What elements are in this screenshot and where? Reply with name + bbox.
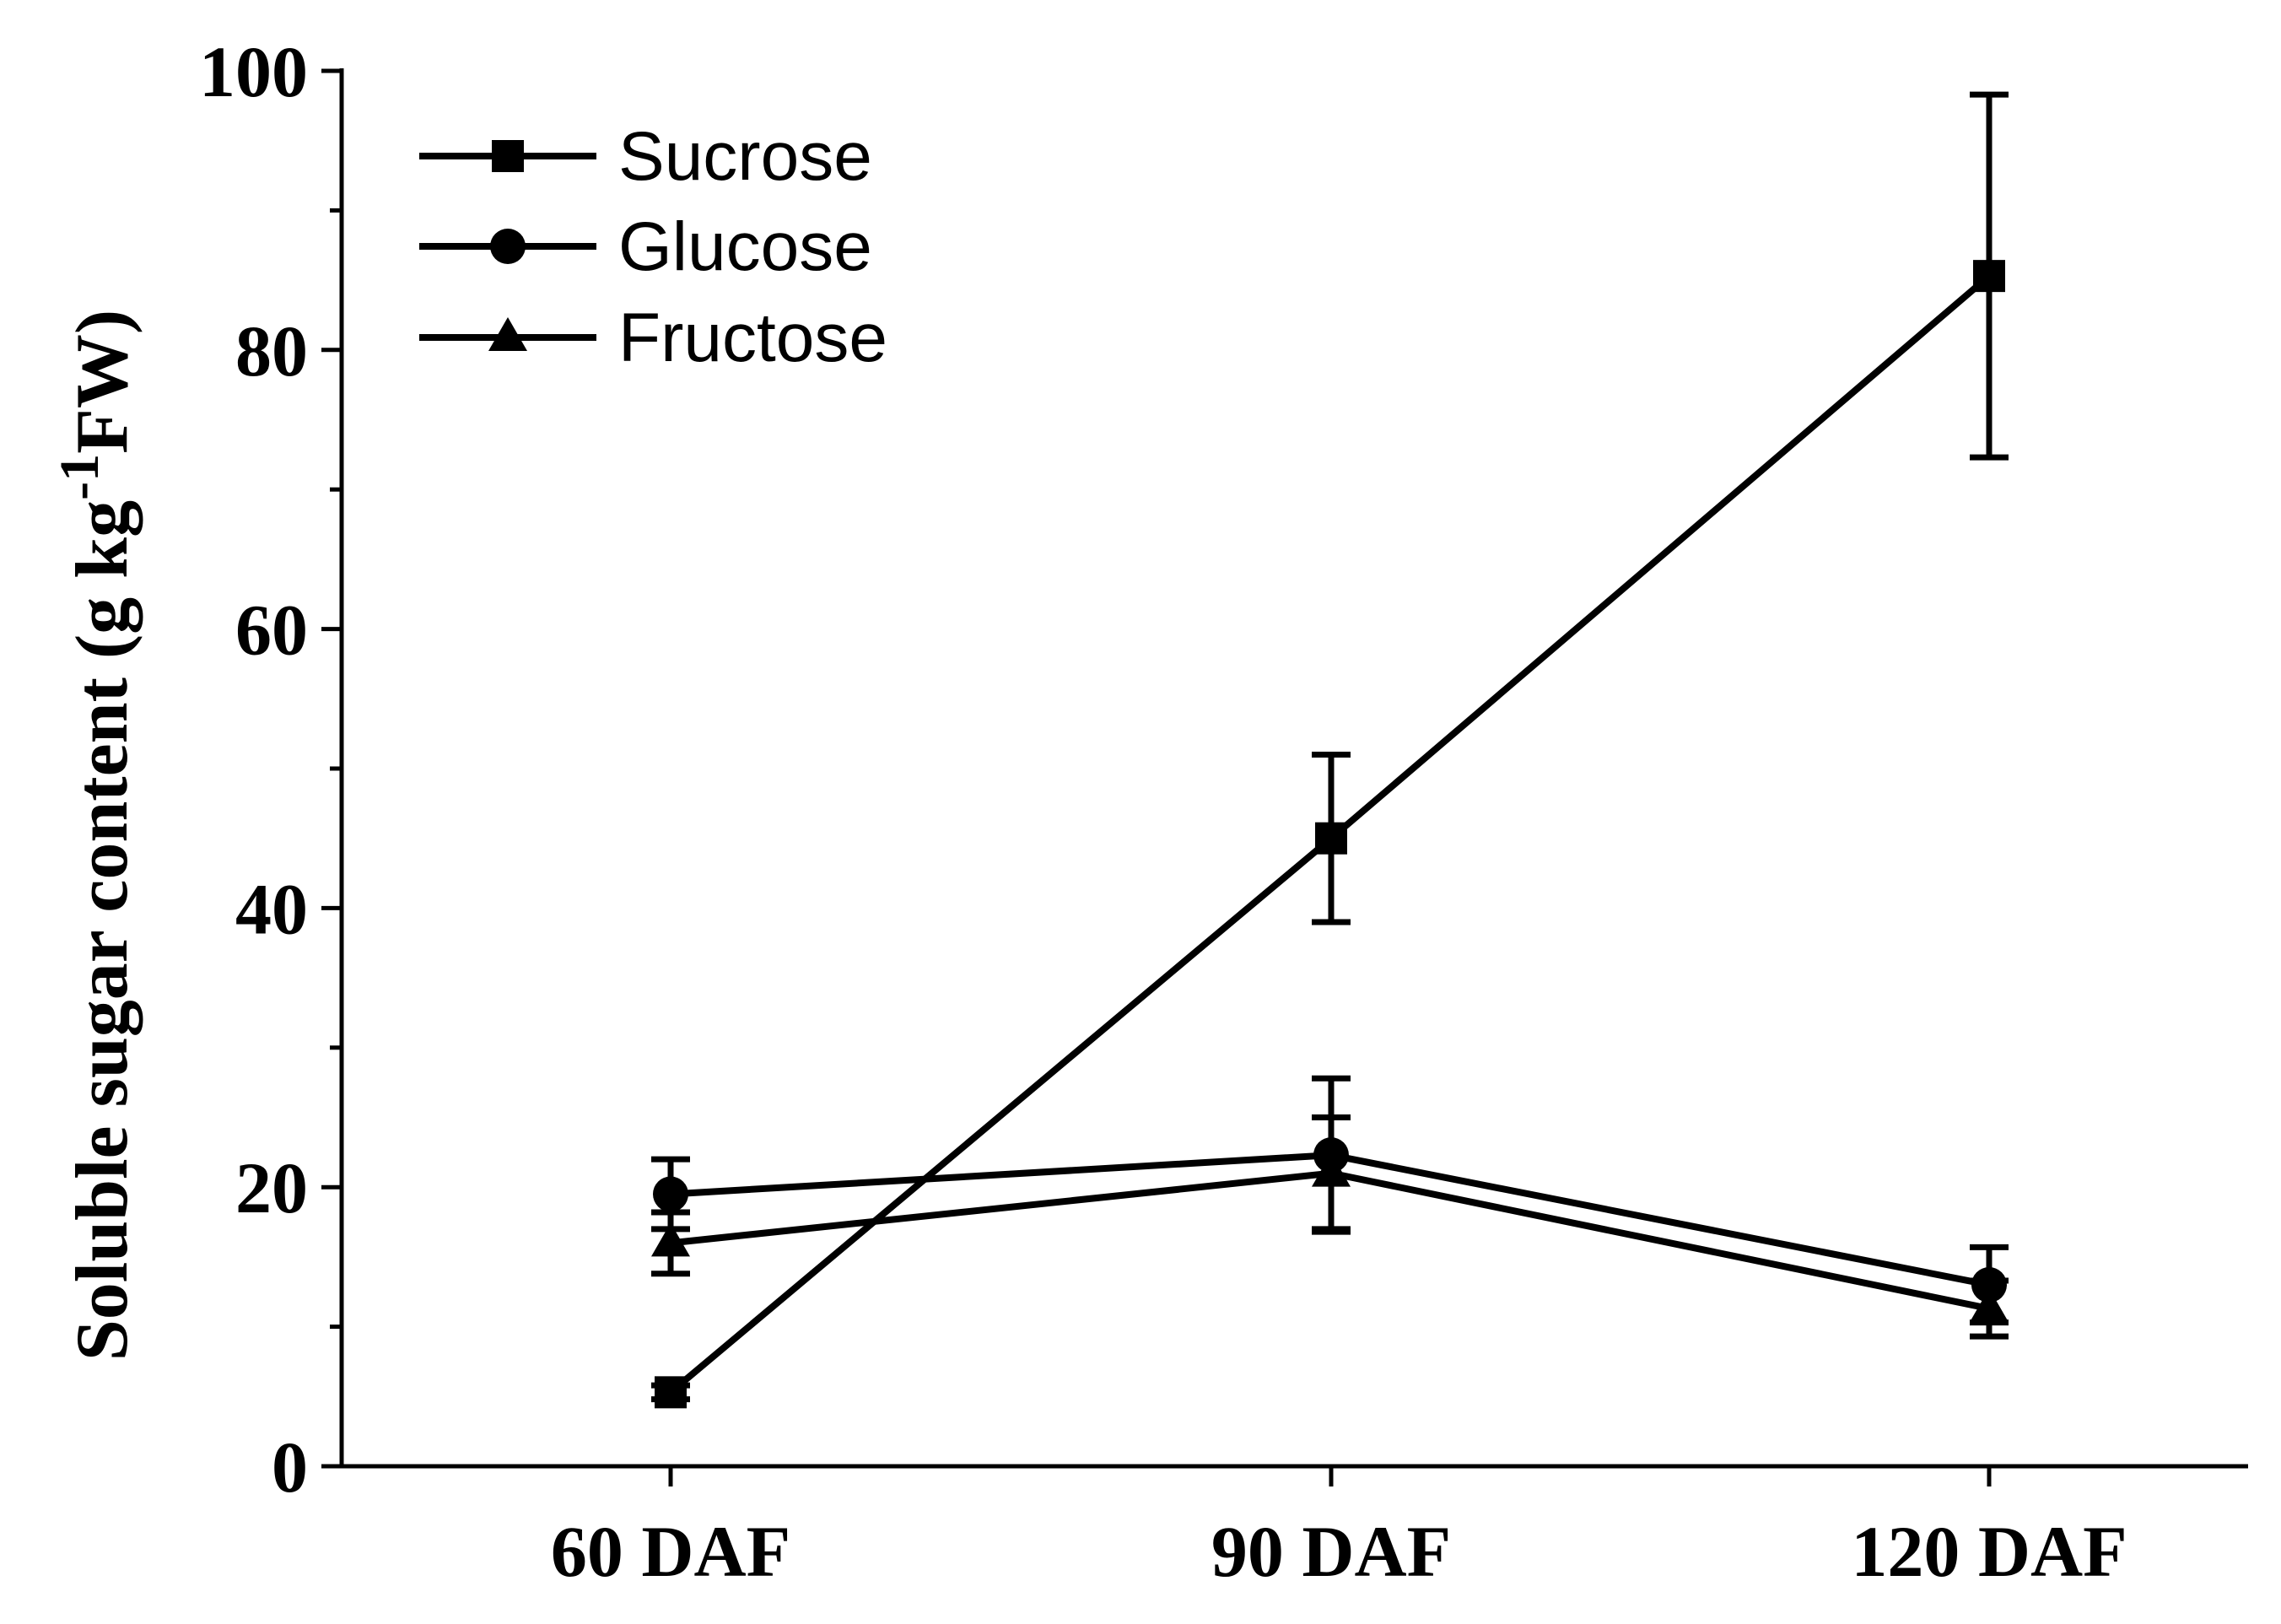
legend-marker-sucrose — [492, 140, 524, 172]
legend-label-glucose: Glucose — [618, 208, 872, 285]
y-axis-title: Soluble sugar content (g kg-1FW) — [49, 310, 143, 1361]
x-tick-label-1: 90 DAF — [1211, 1511, 1451, 1592]
x-tick-label-0: 60 DAF — [551, 1511, 790, 1592]
legend-marker-glucose — [490, 229, 526, 264]
legend-marker-fructose — [488, 317, 527, 351]
sucrose-point-2 — [1973, 260, 2005, 293]
y-tick-label-0: 0 — [272, 1427, 308, 1508]
y-tick-label-40: 40 — [235, 868, 308, 949]
series-group — [651, 91, 2009, 1409]
legend: Sucrose Glucose Fructose — [419, 118, 887, 376]
x-tick-label-2: 120 DAF — [1851, 1511, 2127, 1592]
fructose-point-2 — [1970, 1288, 2009, 1323]
y-axis-ticks: 0 20 40 60 80 100 — [199, 31, 342, 1508]
y-axis-title-main: Soluble sugar content (g kg — [62, 500, 143, 1361]
series-fructose — [651, 1114, 2009, 1340]
sucrose-point-1 — [1315, 822, 1347, 855]
legend-label-sucrose: Sucrose — [618, 118, 872, 195]
y-tick-label-60: 60 — [235, 590, 308, 671]
glucose-point-0 — [653, 1176, 688, 1212]
y-tick-label-80: 80 — [235, 310, 308, 391]
legend-entry-sucrose: Sucrose — [419, 118, 872, 195]
legend-entry-glucose: Glucose — [419, 208, 872, 285]
legend-label-fructose: Fructose — [618, 299, 887, 376]
legend-entry-fructose: Fructose — [419, 299, 887, 376]
series-sucrose — [651, 91, 2009, 1409]
y-tick-label-100: 100 — [199, 31, 308, 112]
y-axis-title-superscript: -1 — [49, 454, 111, 500]
y-axis-title-suffix: FW) — [62, 310, 143, 454]
fructose-point-0 — [651, 1222, 690, 1257]
sucrose-point-0 — [655, 1376, 687, 1409]
x-axis-ticks: 60 DAF 90 DAF 120 DAF — [551, 1466, 2127, 1592]
y-tick-label-20: 20 — [235, 1147, 308, 1228]
fructose-point-1 — [1312, 1152, 1351, 1187]
